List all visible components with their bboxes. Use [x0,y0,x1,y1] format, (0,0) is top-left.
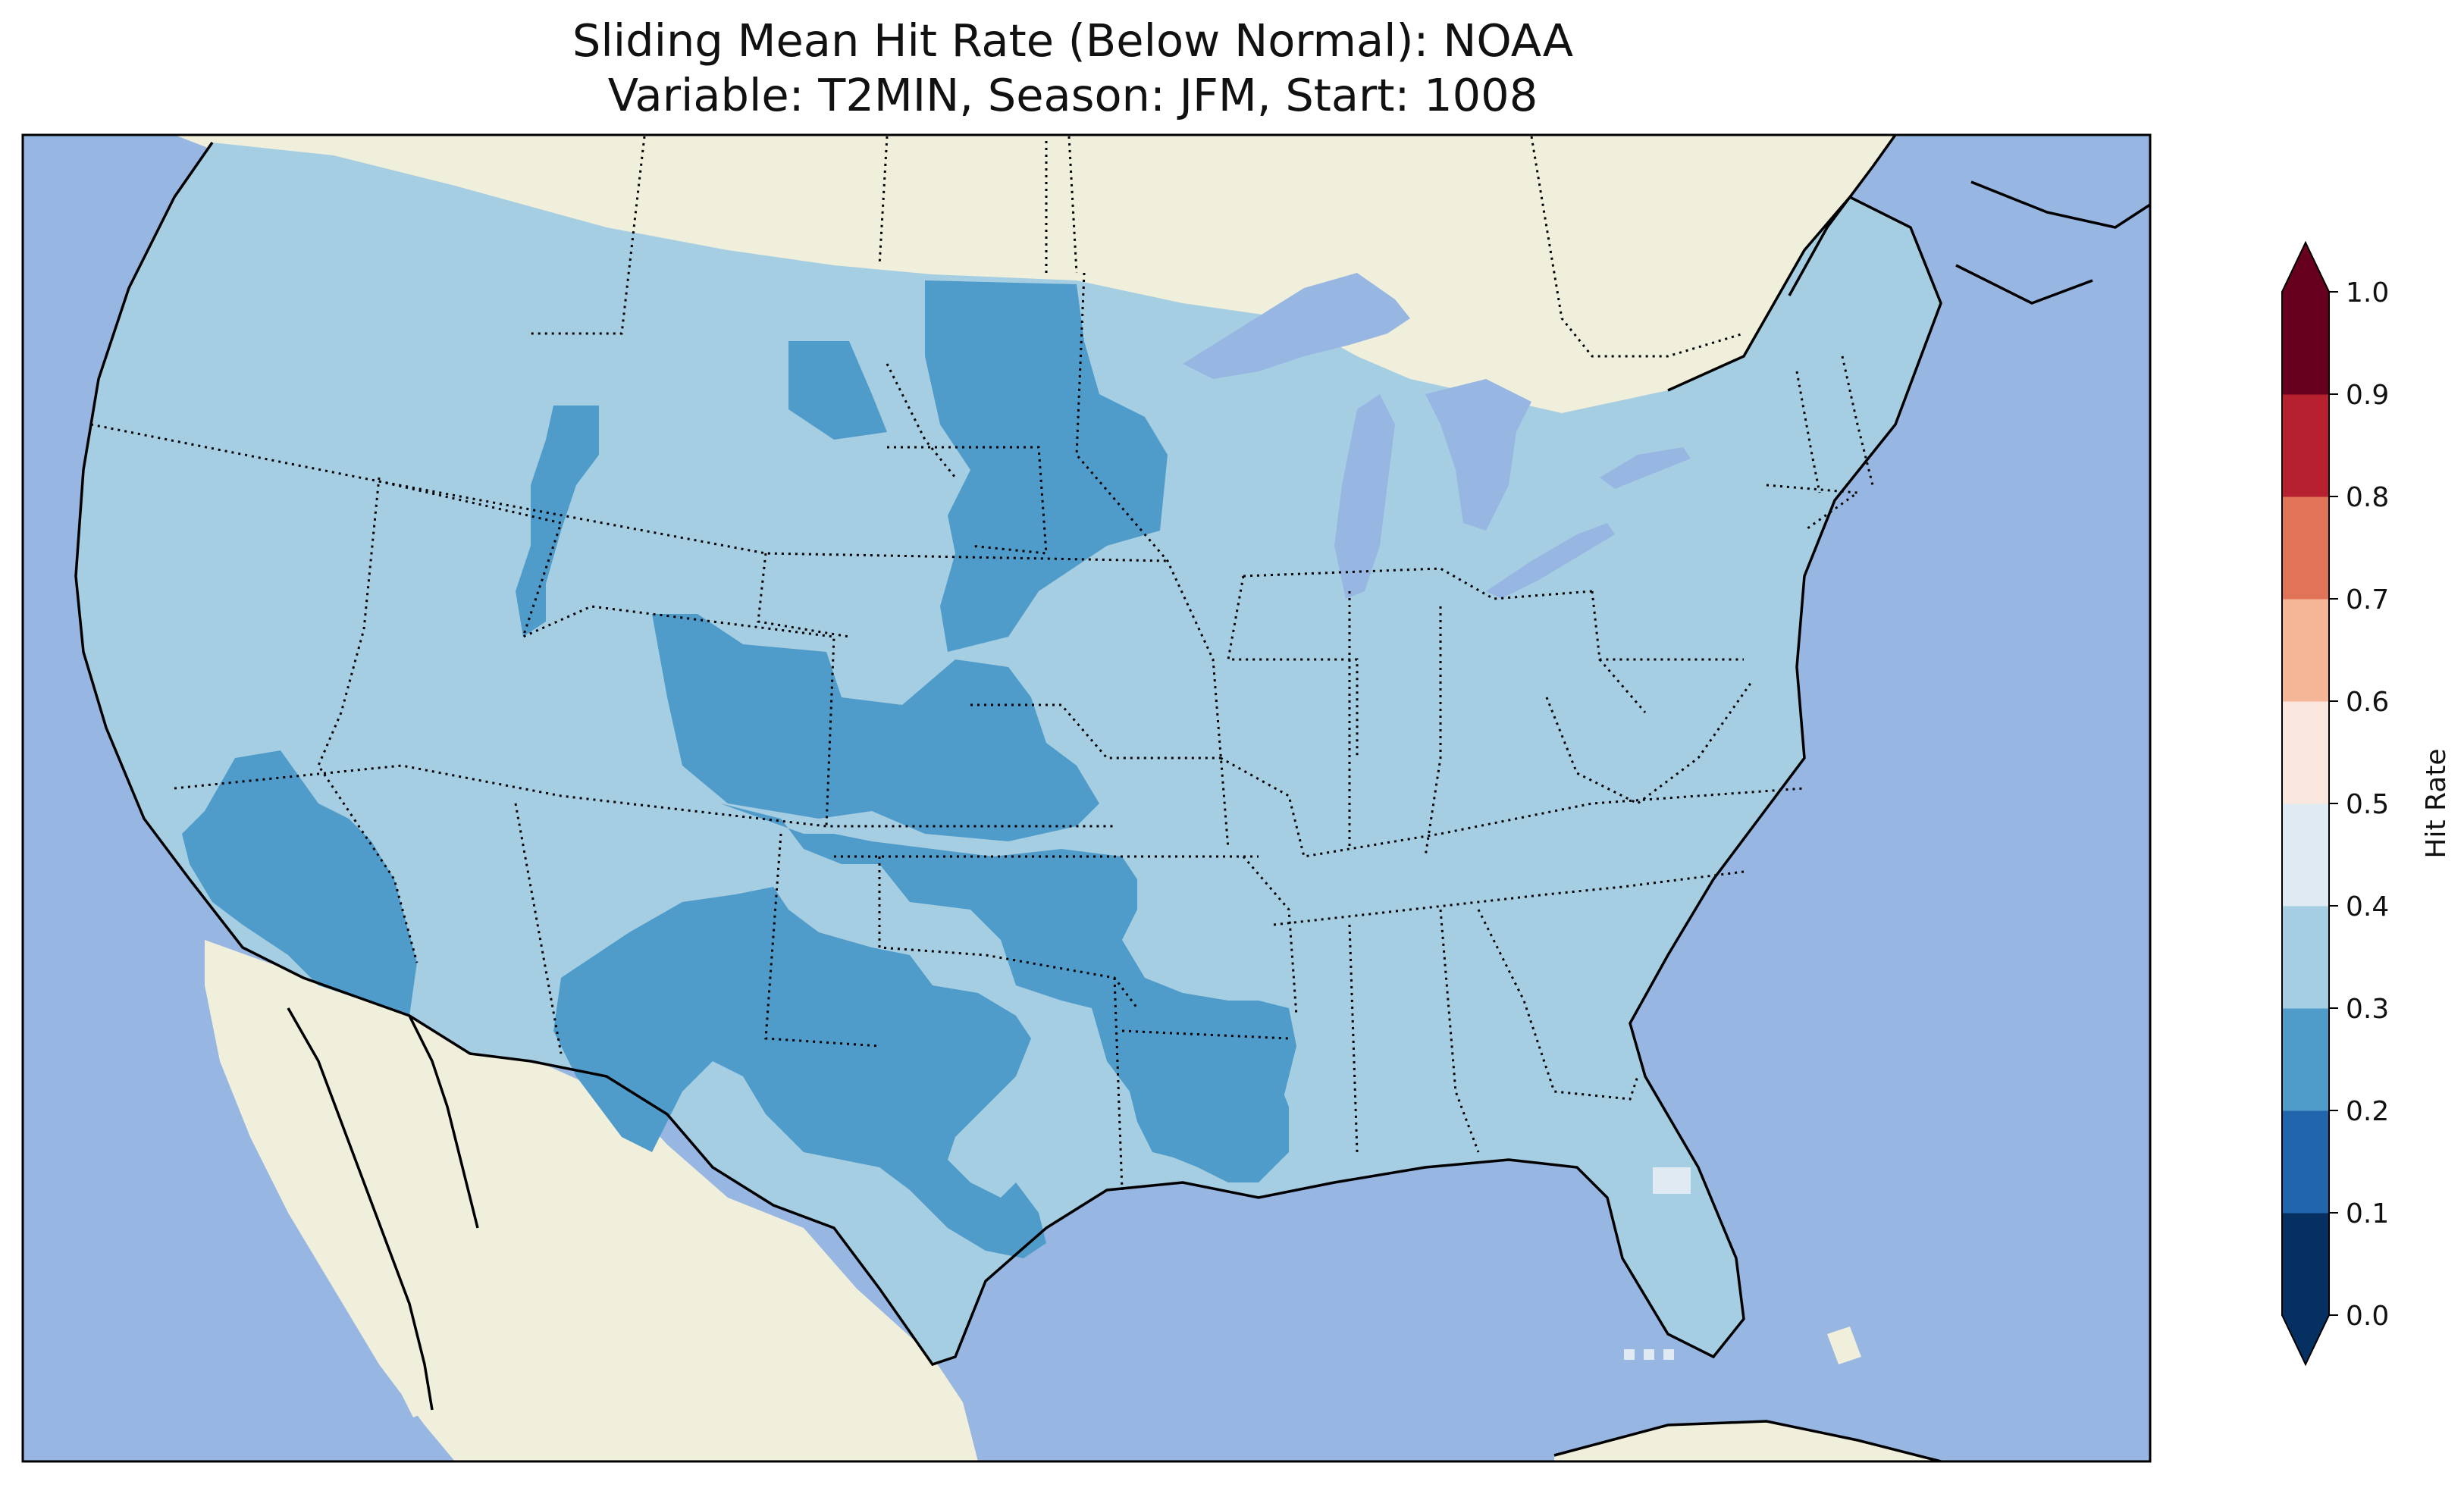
land-bahamas [1827,1326,1861,1364]
colorbar-bin [2282,599,2329,702]
colorbar-tick-label: 0.2 [2346,1096,2389,1127]
colorbar-bin [2282,1008,2329,1111]
lake-michigan [1334,394,1395,599]
colorbar-bin [2282,701,2329,804]
colorbar-extend-max [2282,243,2329,292]
colorbar-tick-label: 0.6 [2346,687,2389,718]
region-high-south-florida-2 [1644,1349,1654,1360]
colorbar-bin [2282,906,2329,1009]
colorbar-tick-label: 0.8 [2346,482,2389,513]
region-low-colorado-kansas [652,614,1099,841]
land-cuba [1554,1421,1941,1461]
land-baja [288,1008,432,1417]
region-low-north-dakota [925,280,1168,652]
colorbar-tick-label: 1.0 [2346,277,2389,309]
map-frame [21,133,2152,1463]
region-high-south-florida-1 [1624,1349,1635,1360]
region-low-nevada-arizona [182,750,417,1016]
coastlines [74,135,2150,1461]
map-title-line-1: Sliding Mean Hit Rate (Below Normal): NO… [572,14,1574,67]
colorbar-tick-label: 0.1 [2346,1198,2389,1229]
colorbar-tick-label: 0.3 [2346,994,2389,1025]
region-low-montana [788,341,887,440]
region-low-arkansas-louisiana [1122,1008,1289,1182]
lake-ontario [1600,447,1691,489]
colorbar-extend-min [2282,1315,2329,1364]
region-low-new-mexico-texas [553,887,1046,1258]
colorbar-bin [2282,394,2329,497]
colorbar-bin [2282,803,2329,907]
colorbar-tick-label: 0.7 [2346,584,2389,615]
colorbar-tick-label: 0.0 [2346,1301,2389,1332]
lake-huron [1425,379,1531,531]
state-borders [90,136,1874,1191]
colorbar-tick-label: 0.4 [2346,891,2389,922]
colorbar-tick-label: 0.9 [2346,380,2389,411]
colorbar-bin [2282,292,2329,395]
colorbar-bin [2282,496,2329,600]
map-title-line-2: Variable: T2MIN, Season: JFM, Start: 100… [607,69,1538,121]
region-high-central-florida [1653,1167,1691,1194]
colorbar-tick-label: 0.5 [2346,789,2389,820]
lake-superior [1183,273,1410,379]
region-high-south-florida-3 [1663,1349,1674,1360]
region-low-idaho-montana [516,406,599,637]
colorbar-bin [2282,1110,2329,1214]
lake-erie [1486,523,1615,599]
colorbar-bin [2282,1213,2329,1316]
colorbar-label: Hit Rate [2421,748,2452,858]
